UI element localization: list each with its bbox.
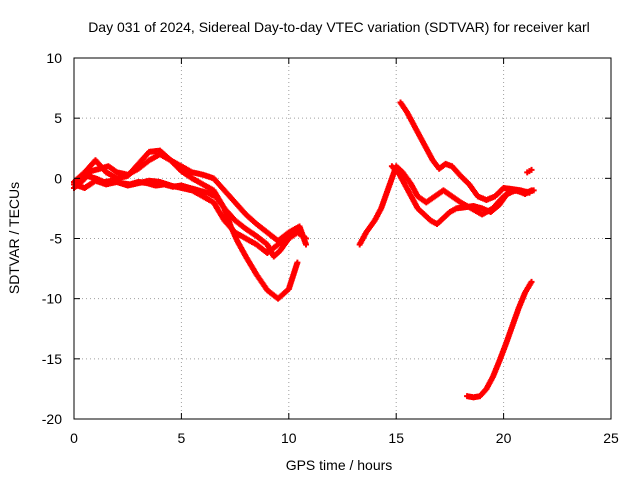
data-points [71,99,537,401]
x-tick-label: 15 [388,430,404,446]
x-tick-label: 25 [603,430,619,446]
grid-lines [74,58,611,419]
x-tick-label: 10 [281,430,297,446]
y-tick-label: -20 [42,411,62,427]
tick-marks [73,57,612,420]
data-point-marker [528,187,535,194]
y-axis-label: SDTVAR / TECUs [6,182,22,294]
data-point-marker [285,233,292,240]
y-tick-label: 10 [46,50,62,66]
series-track-7 [388,163,535,228]
x-tick-label: 0 [70,430,78,446]
y-tick-label: 0 [54,170,62,186]
x-tick-label: 5 [178,430,186,446]
data-point-marker [528,278,535,285]
series-track-4 [71,177,292,256]
series-track-9 [464,278,535,401]
y-tick-label: -15 [42,351,62,367]
series-track-8 [524,166,535,176]
tick-labels: 0 5 10 15 20 25 -20 -15 -10 -5 0 5 10 [42,50,619,446]
data-point-marker [294,259,301,266]
y-tick-label: 5 [54,110,62,126]
data-point-marker [302,241,309,248]
chart-title: Day 031 of 2024, Sidereal Day-to-day VTE… [88,19,590,35]
y-tick-label: -5 [50,231,63,247]
data-point-marker [528,166,535,173]
x-tick-label: 20 [496,430,512,446]
x-axis-label: GPS time / hours [286,457,393,473]
y-tick-label: -10 [42,291,62,307]
